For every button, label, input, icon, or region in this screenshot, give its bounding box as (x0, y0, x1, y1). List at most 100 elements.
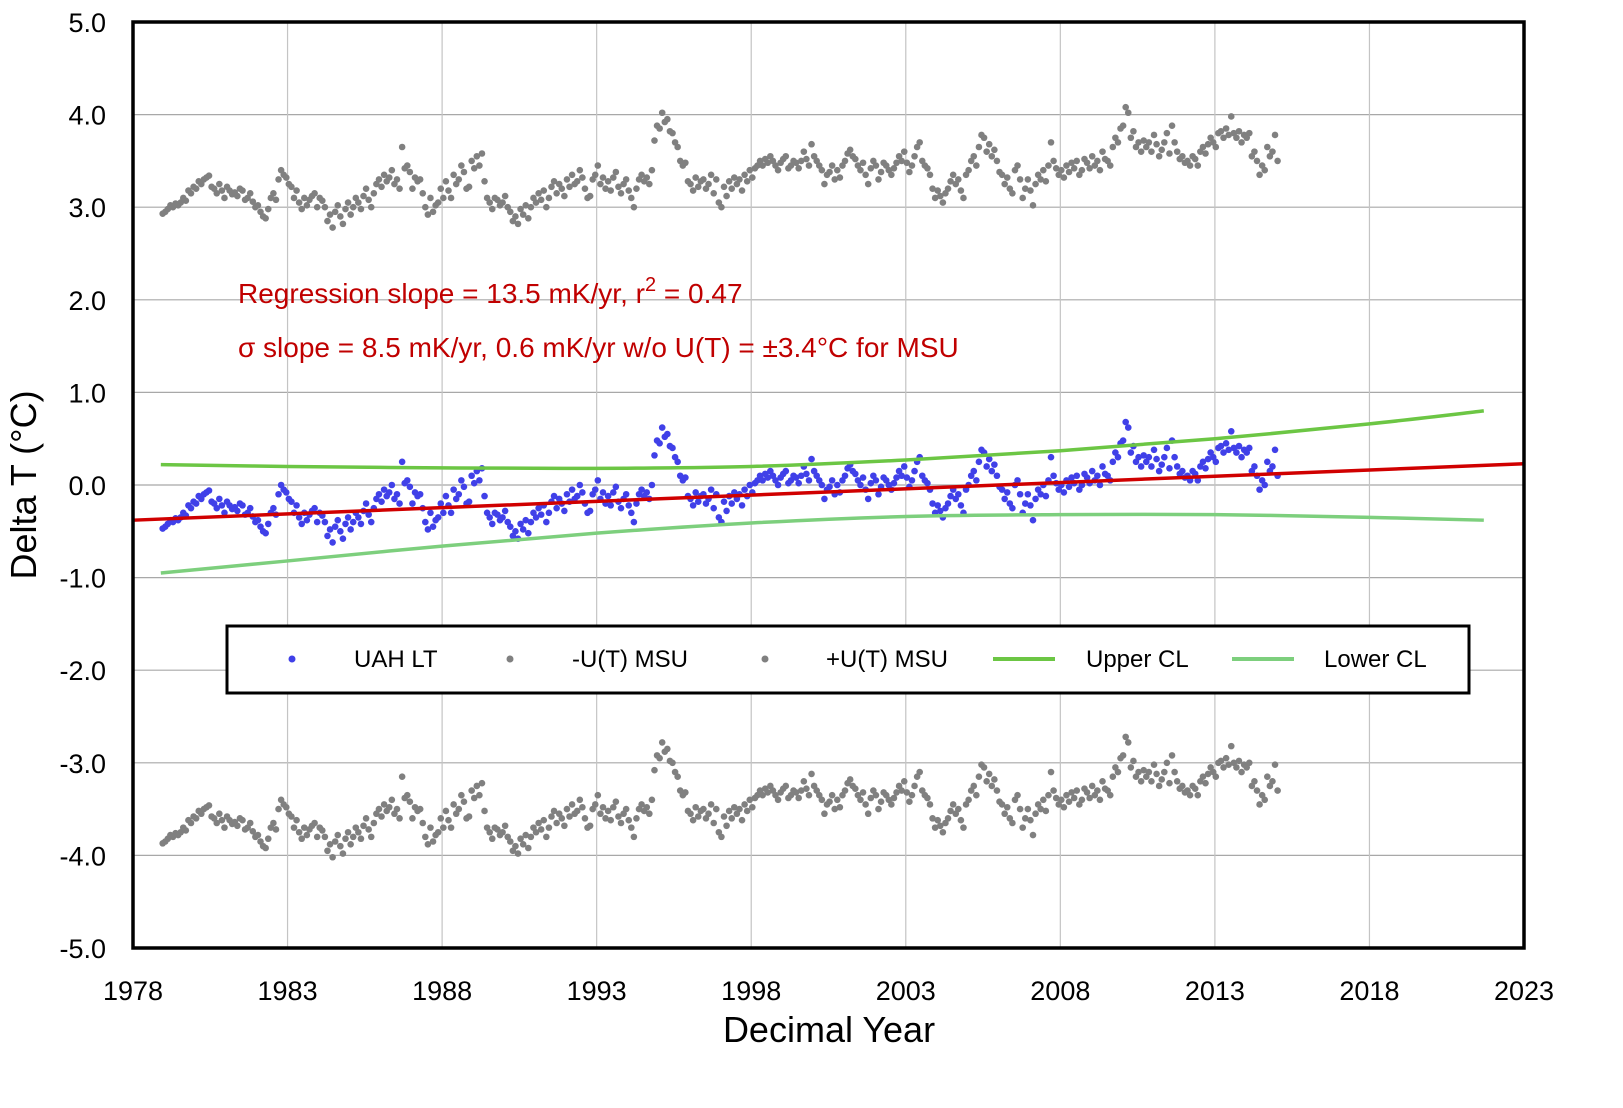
data-point-plus-u-msu (911, 152, 918, 160)
data-point-uah-lt (1119, 437, 1127, 444)
data-point-plus-u-msu (1261, 166, 1269, 174)
data-point-minus-u-msu (290, 824, 298, 831)
data-point-plus-u-msu (1058, 166, 1065, 174)
data-point-plus-u-msu (205, 172, 213, 180)
data-point-uah-lt (293, 502, 300, 509)
data-point-minus-u-msu (821, 810, 828, 818)
data-point-minus-u-msu (746, 796, 754, 804)
data-point-minus-u-msu (465, 813, 473, 820)
data-point-minus-u-msu (934, 816, 942, 824)
x-tick-label: 1983 (258, 976, 318, 1006)
data-point-minus-u-msu (1019, 824, 1026, 831)
data-point-uah-lt (1251, 463, 1258, 470)
data-point-uah-lt (898, 472, 905, 480)
data-point-uah-lt (275, 490, 282, 498)
data-point-minus-u-msu (1145, 768, 1153, 776)
data-point-plus-u-msu (651, 137, 658, 144)
data-point-uah-lt (553, 504, 560, 512)
data-point-uah-lt (1065, 483, 1073, 491)
data-point-uah-lt (517, 520, 524, 528)
data-point-uah-lt (1127, 449, 1135, 456)
data-point-uah-lt (934, 502, 942, 509)
data-point-minus-u-msu (355, 828, 362, 836)
data-point-uah-lt (344, 514, 352, 521)
data-point-minus-u-msu (929, 815, 936, 822)
data-point-plus-u-msu (1109, 143, 1117, 151)
data-point-minus-u-msu (1124, 739, 1132, 746)
data-point-minus-u-msu (615, 813, 622, 820)
data-point-uah-lt (385, 489, 393, 496)
data-point-minus-u-msu (1153, 770, 1160, 778)
data-point-plus-u-msu (900, 148, 908, 155)
x-tick-label: 1993 (567, 976, 627, 1006)
data-point-uah-lt (586, 507, 594, 515)
data-point-plus-u-msu (862, 171, 869, 179)
data-point-uah-lt (1060, 489, 1068, 496)
data-point-plus-u-msu (1271, 131, 1279, 139)
data-point-uah-lt (532, 514, 540, 521)
data-point-uah-lt (406, 483, 414, 491)
data-point-minus-u-msu (293, 816, 300, 824)
data-point-minus-u-msu (300, 824, 308, 831)
data-point-minus-u-msu (939, 828, 947, 836)
data-point-plus-u-msu (908, 162, 916, 169)
data-point-plus-u-msu (1222, 125, 1230, 132)
data-point-plus-u-msu (1001, 180, 1008, 188)
data-point-plus-u-msu (1191, 155, 1199, 163)
data-point-uah-lt (924, 479, 931, 487)
data-point-minus-u-msu (782, 782, 790, 790)
data-point-uah-lt (416, 490, 424, 498)
data-point-minus-u-msu (599, 803, 607, 811)
data-point-plus-u-msu (478, 150, 486, 157)
data-point-minus-u-msu (213, 819, 221, 827)
data-point-plus-u-msu (1148, 148, 1155, 155)
data-point-uah-lt (900, 463, 908, 470)
data-point-minus-u-msu (774, 796, 782, 804)
data-point-minus-u-msu (1191, 785, 1199, 793)
data-point-plus-u-msu (1173, 148, 1181, 155)
data-point-plus-u-msu (669, 129, 676, 137)
data-point-minus-u-msu (450, 801, 457, 808)
data-point-minus-u-msu (991, 776, 998, 783)
data-point-minus-u-msu (900, 778, 908, 785)
data-point-uah-lt (1140, 452, 1148, 459)
data-point-minus-u-msu (656, 754, 663, 762)
data-point-uah-lt (594, 477, 602, 484)
data-point-plus-u-msu (427, 194, 434, 202)
data-point-plus-u-msu (566, 183, 573, 191)
data-point-uah-lt (1037, 490, 1045, 498)
data-point-minus-u-msu (859, 789, 867, 796)
data-point-minus-u-msu (818, 796, 826, 804)
data-point-minus-u-msu (367, 833, 375, 841)
data-point-minus-u-msu (1039, 796, 1047, 804)
data-point-minus-u-msu (319, 827, 326, 834)
data-point-plus-u-msu (723, 192, 730, 200)
data-point-minus-u-msu (712, 805, 720, 813)
data-point-plus-u-msu (324, 217, 331, 225)
data-point-uah-lt (367, 518, 375, 526)
data-point-uah-lt (826, 483, 833, 491)
data-point-minus-u-msu (393, 805, 401, 813)
data-point-plus-u-msu (1253, 157, 1261, 165)
data-point-minus-u-msu (911, 782, 918, 790)
data-point-plus-u-msu (234, 192, 241, 200)
data-point-uah-lt (1271, 446, 1279, 454)
data-point-plus-u-msu (519, 211, 527, 218)
data-point-minus-u-msu (1171, 768, 1178, 776)
data-point-plus-u-msu (960, 194, 967, 202)
data-point-uah-lt (1220, 449, 1227, 456)
data-point-plus-u-msu (406, 168, 414, 176)
data-point-uah-lt (859, 474, 867, 481)
data-point-minus-u-msu (1140, 766, 1148, 774)
data-point-plus-u-msu (568, 171, 576, 179)
data-point-minus-u-msu (852, 785, 859, 793)
data-point-minus-u-msu (478, 779, 486, 787)
data-point-plus-u-msu (594, 162, 602, 169)
data-point-uah-lt (388, 481, 396, 489)
data-point-plus-u-msu (543, 203, 550, 211)
data-point-uah-lt (362, 500, 370, 507)
data-point-plus-u-msu (705, 180, 712, 188)
data-point-plus-u-msu (331, 208, 339, 216)
data-point-minus-u-msu (903, 789, 911, 796)
data-point-plus-u-msu (349, 203, 357, 211)
